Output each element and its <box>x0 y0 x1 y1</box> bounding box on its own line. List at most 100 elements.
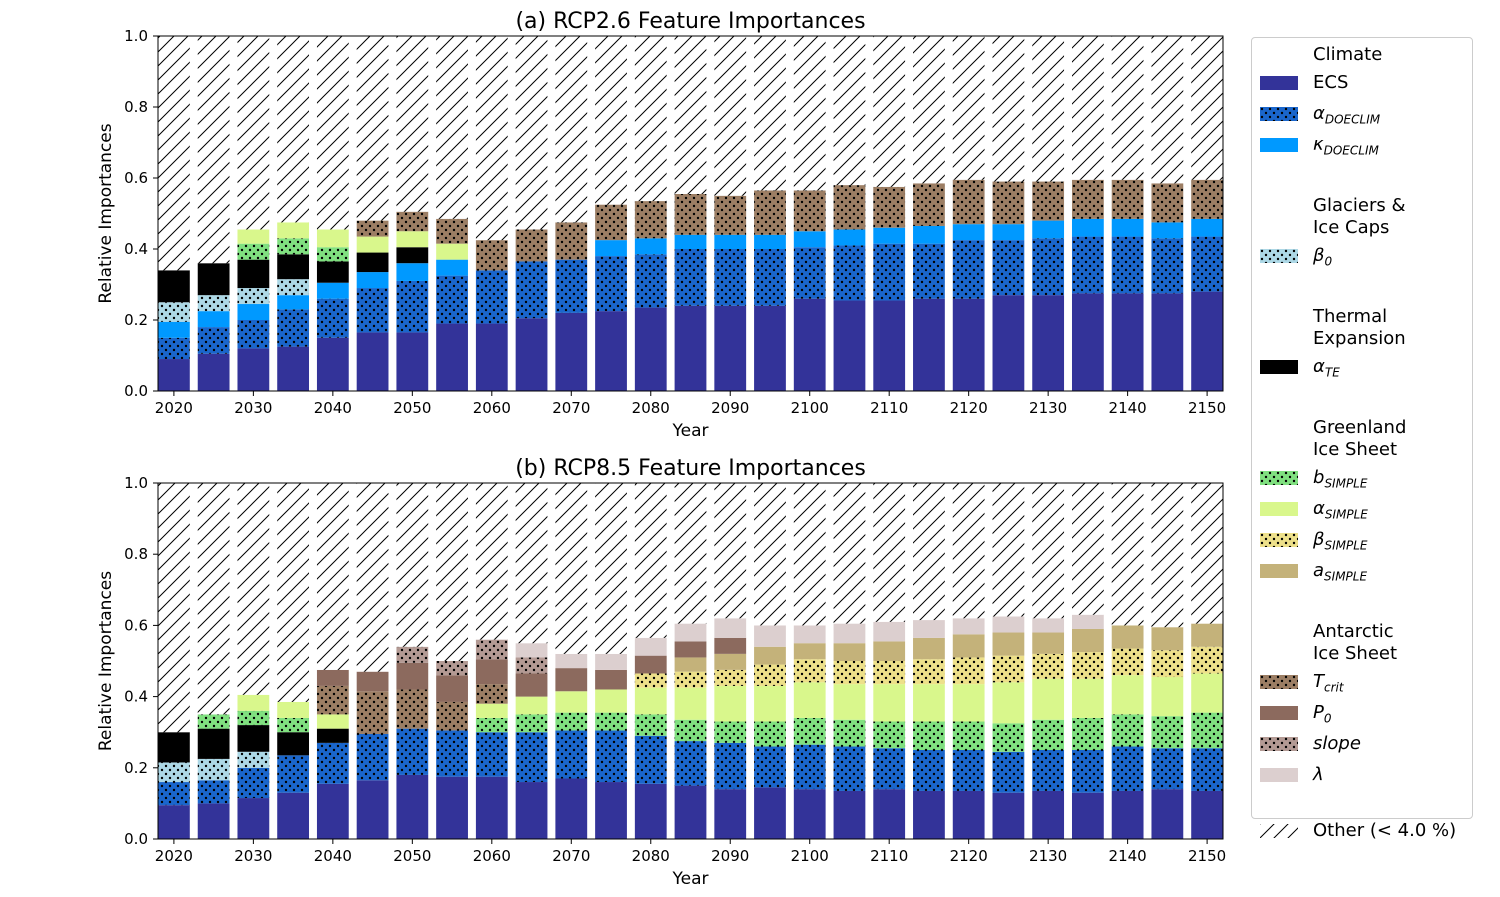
bar-alpha_DOECLIM-2140 <box>1111 746 1144 791</box>
bar-alpha_DOECLIM-2025 <box>197 327 230 354</box>
bar-ECS-2035 <box>277 346 310 391</box>
axes-frame-rcp26 <box>157 35 1224 392</box>
bar-alpha_DOECLIM-2095 <box>754 746 786 788</box>
bar-b_SIMPLE-2025 <box>197 714 230 729</box>
bar-other-2075 <box>595 483 627 654</box>
bar-kappa_DOECLIM-2040 <box>316 282 349 299</box>
bar-other-2125 <box>992 483 1025 617</box>
bar-alpha_DOECLIM-2090 <box>714 249 747 306</box>
bar-alpha_DOECLIM-2020 <box>158 337 190 360</box>
bar-P0-2040 <box>316 669 349 686</box>
bar-lambda-2075 <box>595 653 627 670</box>
bar-alpha_DOECLIM-2025 <box>197 780 230 804</box>
legend-item-other: Other (< 4.0 %) <box>1252 820 1472 844</box>
bar-alpha_DOECLIM-2035 <box>277 755 310 793</box>
bar-beta_SIMPLE-2080 <box>634 673 667 688</box>
bar-ECS-2030 <box>237 798 270 839</box>
bar-ECS-2125 <box>992 295 1025 391</box>
legend-label: P0 <box>1313 702 1332 726</box>
bar-other-2145 <box>1151 36 1184 184</box>
bar-ECS-2070 <box>555 312 588 391</box>
bar-beta0-2030 <box>237 751 270 768</box>
bar-kappa_DOECLIM-2080 <box>634 238 667 255</box>
x-axis-label-rcp26: Year <box>672 421 709 441</box>
bar-ECS-2135 <box>1071 293 1104 391</box>
legend-item-ECS: ECS <box>1252 72 1472 96</box>
bar-b_SIMPLE-2120 <box>952 721 985 750</box>
legend-group-title: Ice Sheet <box>1313 643 1398 664</box>
bar-other-2045 <box>356 36 389 221</box>
bar-alpha_DOECLIM-2080 <box>634 735 667 784</box>
bar-kappa_DOECLIM-2100 <box>793 231 826 248</box>
bar-b_SIMPLE-2140 <box>1111 714 1144 747</box>
bar-alpha_SIMPLE-2115 <box>913 684 945 722</box>
x-tick-label: 2070 <box>552 847 590 865</box>
bar-other-2070 <box>555 36 588 223</box>
bar-ECS-2150 <box>1191 790 1223 839</box>
legend-swatch-beta0 <box>1260 249 1298 263</box>
bar-ECS-2125 <box>992 792 1025 839</box>
bar-T_crit-2085 <box>674 193 707 235</box>
x-tick-label: 2090 <box>711 847 749 865</box>
bar-b_SIMPLE-2035 <box>277 717 310 733</box>
bar-alpha_TE-2025 <box>197 728 230 759</box>
x-tick-label: 2080 <box>632 847 670 865</box>
bar-other-2150 <box>1191 483 1223 624</box>
bar-ECS-2060 <box>475 776 508 839</box>
bar-ECS-2055 <box>436 776 468 839</box>
bar-alpha_DOECLIM-2060 <box>475 270 508 324</box>
legend-item-lambda: λ <box>1252 764 1472 788</box>
bar-lambda-2135 <box>1071 614 1104 629</box>
bar-b_SIMPLE-2115 <box>913 721 945 750</box>
bar-ECS-2080 <box>634 783 667 839</box>
bar-ECS-2085 <box>674 305 707 391</box>
bar-alpha_TE-2040 <box>316 728 349 743</box>
bar-kappa_DOECLIM-2075 <box>595 240 627 257</box>
bar-b_SIMPLE-2040 <box>316 247 349 262</box>
bar-alpha_DOECLIM-2105 <box>833 746 866 791</box>
bar-alpha_DOECLIM-2040 <box>316 742 349 784</box>
bar-alpha_DOECLIM-2030 <box>237 767 270 799</box>
bar-kappa_DOECLIM-2095 <box>754 234 786 249</box>
x-axis-label-rcp85: Year <box>672 869 709 889</box>
bar-a_SIMPLE-2105 <box>833 643 866 661</box>
bar-alpha_SIMPLE-2125 <box>992 682 1025 724</box>
bar-ECS-2045 <box>356 332 389 391</box>
bar-beta0-2020 <box>158 302 190 322</box>
bar-other-2095 <box>754 483 786 626</box>
bar-b_SIMPLE-2150 <box>1191 712 1223 749</box>
x-tick-label: 2020 <box>155 847 193 865</box>
legend-label: αSIMPLE <box>1313 498 1368 522</box>
bar-alpha_TE-2035 <box>277 732 310 756</box>
bar-other-2110 <box>873 483 906 622</box>
bar-other-2065 <box>515 483 548 644</box>
bar-lambda-2105 <box>833 623 866 644</box>
bar-kappa_DOECLIM-2135 <box>1071 218 1104 237</box>
bar-other-2090 <box>714 483 747 619</box>
bar-beta_SIMPLE-2145 <box>1151 650 1184 678</box>
x-tick-label: 2020 <box>155 399 193 417</box>
bar-other-2120 <box>952 36 985 180</box>
legend-item-beta_SIMPLE: βSIMPLE <box>1252 529 1472 553</box>
bar-ECS-2075 <box>595 311 627 391</box>
bar-ECS-2020 <box>158 359 190 391</box>
bar-other-2020 <box>158 483 190 733</box>
bar-P0-2060 <box>475 659 508 685</box>
bar-alpha_DOECLIM-2120 <box>952 240 985 299</box>
bar-lambda-2115 <box>913 620 945 638</box>
legend-group-title: Climate <box>1313 44 1383 65</box>
legend-label: λ <box>1313 764 1324 785</box>
bar-alpha_DOECLIM-2055 <box>436 275 468 324</box>
legend-swatch-lambda <box>1260 768 1298 782</box>
bar-a_SIMPLE-2135 <box>1071 628 1104 653</box>
bar-beta_SIMPLE-2135 <box>1071 652 1104 679</box>
bar-T_crit-2140 <box>1111 179 1144 219</box>
bar-P0-2050 <box>396 662 429 690</box>
legend-group-title: Thermal <box>1313 306 1388 327</box>
bar-ECS-2090 <box>714 305 747 391</box>
bar-beta0-2025 <box>197 758 230 781</box>
legend-item-alpha_DOECLIM: αDOECLIM <box>1252 103 1472 127</box>
bar-alpha_DOECLIM-2035 <box>277 309 310 347</box>
bar-alpha_SIMPLE-2055 <box>436 243 468 260</box>
legend-label: Tcrit <box>1313 671 1344 695</box>
